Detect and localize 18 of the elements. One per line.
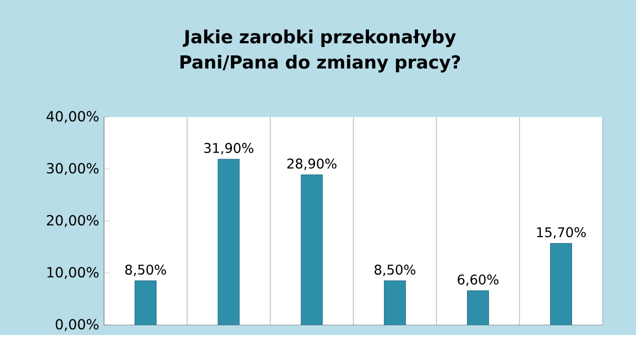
y-tick-label: 40,00% — [46, 111, 99, 124]
chart-title: Jakie zarobki przekonałyby Pani/Pana do zmiany pracy? — [180, 30, 460, 73]
data-label: 6,60% — [458, 274, 498, 286]
data-label: 28,90% — [287, 158, 336, 170]
bar — [134, 280, 156, 326]
data-label: 8,50% — [374, 264, 416, 276]
bar — [218, 158, 240, 326]
y-tick-label: 10,00% — [47, 267, 99, 280]
data-label: 31,90% — [204, 143, 254, 154]
bar — [384, 280, 406, 326]
y-tick-label: 30,00% — [46, 163, 99, 176]
bar — [467, 290, 489, 326]
data-label: 15,70% — [537, 227, 586, 239]
bar — [550, 243, 572, 326]
y-tick-label: 20,00% — [46, 215, 99, 228]
y-tick-label: 0,00% — [56, 319, 99, 332]
data-label: 8,50% — [125, 264, 166, 276]
bar — [300, 174, 323, 326]
